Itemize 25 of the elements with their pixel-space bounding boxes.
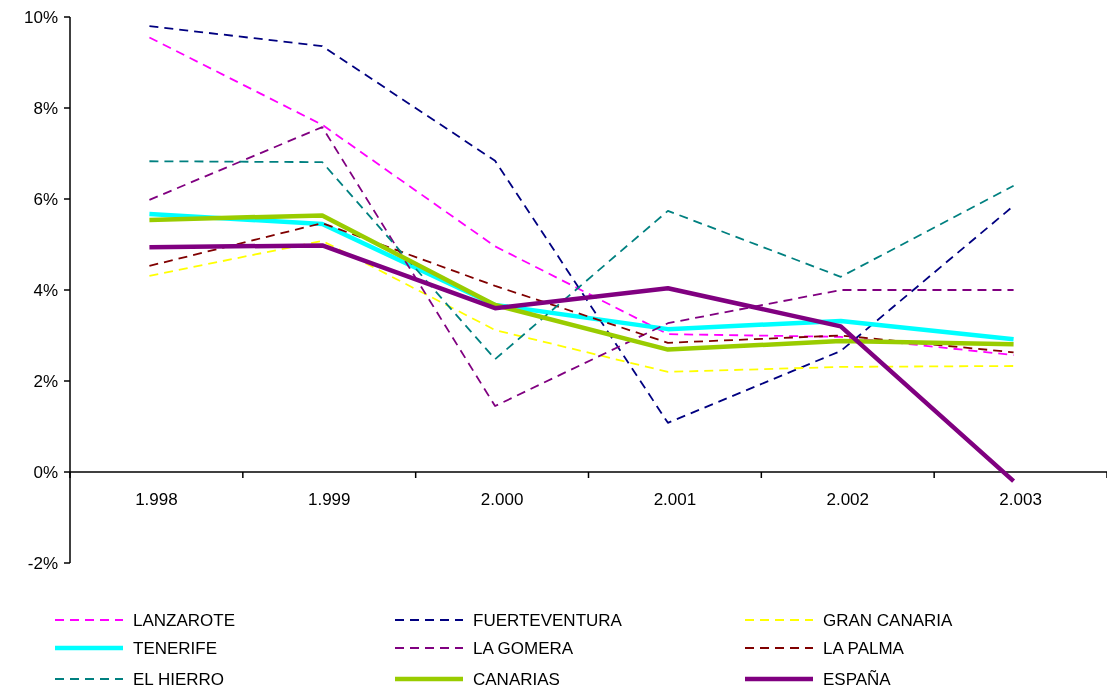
- line-series: [148, 239, 1015, 373]
- legend-label: TENERIFE: [133, 638, 218, 658]
- x-tick-label: 1.998: [135, 490, 178, 509]
- y-tick-label: -2%: [27, 553, 58, 573]
- x-tick-label: 2.000: [480, 490, 524, 509]
- y-tick-label: 6%: [33, 189, 58, 209]
- y-tick-label: 0%: [33, 462, 58, 482]
- legend-label: LA PALMA: [823, 638, 905, 658]
- legend-label: ESPAÑA: [823, 669, 892, 689]
- legend-label: CANARIAS: [473, 669, 560, 689]
- x-tick-label: 2.002: [826, 490, 870, 509]
- legend-label: LA GOMERA: [473, 638, 574, 658]
- line-series: [148, 160, 1015, 361]
- legend-label: LANZAROTE: [133, 610, 236, 630]
- y-tick-label: 10%: [23, 7, 58, 27]
- y-tick-label: 8%: [33, 98, 58, 118]
- x-tick-label: 2.001: [653, 490, 697, 509]
- legend-label: EL HIERRO: [133, 669, 225, 689]
- y-tick-label: 2%: [33, 371, 58, 391]
- legend-label: FUERTEVENTURA: [473, 610, 623, 630]
- legend-label: GRAN CANARIA: [823, 610, 954, 630]
- x-tick-label: 2.003: [999, 490, 1042, 509]
- x-tick-label: 1.999: [307, 490, 351, 509]
- line-series: [148, 36, 1015, 356]
- y-tick-label: 4%: [33, 280, 58, 300]
